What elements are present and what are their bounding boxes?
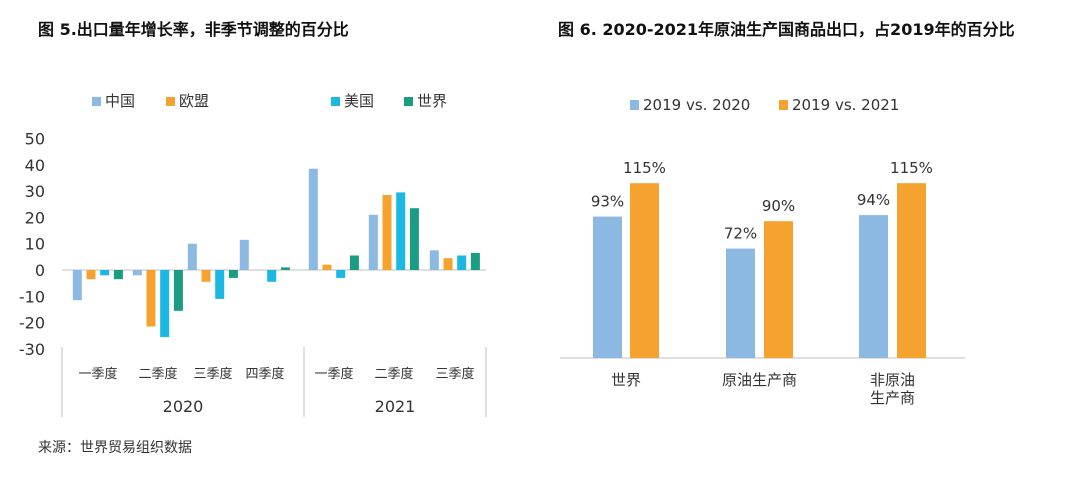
- y-tick-label: 10: [25, 235, 45, 254]
- bar-美国: [267, 270, 277, 282]
- category-label: 二季度: [138, 366, 177, 382]
- legend-swatch-1: [166, 97, 175, 106]
- legend-swatch-3: [404, 97, 413, 106]
- category-label: 非原油: [870, 371, 915, 389]
- y-tick-label: -20: [19, 314, 45, 333]
- y-tick-label: 50: [25, 130, 45, 149]
- category-label: 一季度: [78, 366, 117, 382]
- category-label: 四季度: [245, 366, 284, 382]
- y-tick-label: 40: [25, 156, 45, 175]
- bar-中国: [368, 214, 378, 270]
- legend-swatch-0: [92, 97, 101, 106]
- legend-label-2021: 2019 vs. 2021: [792, 96, 899, 114]
- category-label: 生产商: [870, 389, 915, 407]
- category-label: 世界: [611, 371, 641, 389]
- data-label: 93%: [591, 193, 624, 211]
- data-label: 72%: [724, 225, 757, 243]
- bar-中国: [429, 250, 439, 270]
- bar-世界: [470, 252, 480, 270]
- category-label: 原油生产商: [722, 371, 797, 389]
- bar-美国: [396, 192, 406, 270]
- bar-美国: [160, 270, 170, 338]
- bar-2019 vs. 2020: [726, 248, 755, 358]
- data-label: 90%: [762, 197, 795, 215]
- bar-世界: [409, 208, 419, 270]
- bar-欧盟: [201, 270, 211, 282]
- bar-欧盟: [443, 258, 453, 270]
- bar-2019 vs. 2021: [764, 221, 793, 358]
- bar-欧盟: [322, 264, 332, 270]
- bar-欧盟: [86, 270, 96, 280]
- legend-swatch-2021: [779, 100, 788, 110]
- bar-欧盟: [382, 195, 392, 270]
- legend-label-2: 美国: [344, 92, 374, 110]
- bar-中国: [308, 168, 318, 270]
- bar-中国: [132, 270, 142, 276]
- bar-美国: [215, 270, 225, 299]
- legend-swatch-2: [331, 97, 340, 106]
- category-label: 二季度: [374, 366, 413, 382]
- y-tick-label: 30: [25, 182, 45, 201]
- legend-swatch-2020: [630, 100, 639, 110]
- category-label: 三季度: [193, 366, 232, 382]
- bar-2019 vs. 2021: [630, 183, 659, 358]
- bar-2019 vs. 2020: [859, 215, 888, 358]
- legend-label-1: 欧盟: [179, 92, 209, 110]
- bar-世界: [228, 270, 238, 278]
- y-tick-label: 20: [25, 208, 45, 227]
- bar-2019 vs. 2021: [897, 183, 926, 358]
- group-label-2021: 2021: [375, 397, 416, 416]
- bar-世界: [113, 270, 123, 280]
- bar-美国: [336, 270, 346, 278]
- bar-中国: [187, 243, 197, 270]
- data-label: 115%: [890, 159, 933, 177]
- figure5-title: 图 5.出口量年增长率，非季节调整的百分比: [38, 20, 349, 39]
- y-tick-label: 0: [35, 261, 45, 280]
- y-tick-label: -30: [19, 340, 45, 359]
- bar-世界: [280, 267, 290, 270]
- bar-美国: [457, 255, 467, 270]
- source-note: 来源：世界贸易组织数据: [38, 440, 192, 456]
- bar-世界: [173, 270, 183, 311]
- legend-label-2020: 2019 vs. 2020: [643, 96, 750, 114]
- y-tick-label: -10: [19, 287, 45, 306]
- legend-label-0: 中国: [105, 92, 135, 110]
- bar-中国: [239, 239, 249, 270]
- group-label-2020: 2020: [163, 397, 204, 416]
- category-label: 三季度: [435, 366, 474, 382]
- figure6-title: 图 6. 2020-2021年原油生产国商品出口，占2019年的百分比: [558, 20, 1015, 39]
- bar-欧盟: [146, 270, 156, 327]
- category-label: 一季度: [314, 366, 353, 382]
- bar-世界: [349, 255, 359, 270]
- bar-2019 vs. 2020: [593, 216, 622, 358]
- data-label: 115%: [623, 159, 666, 177]
- bar-中国: [72, 270, 82, 301]
- bar-美国: [100, 270, 110, 276]
- legend-label-3: 世界: [417, 92, 447, 110]
- data-label: 94%: [857, 191, 890, 209]
